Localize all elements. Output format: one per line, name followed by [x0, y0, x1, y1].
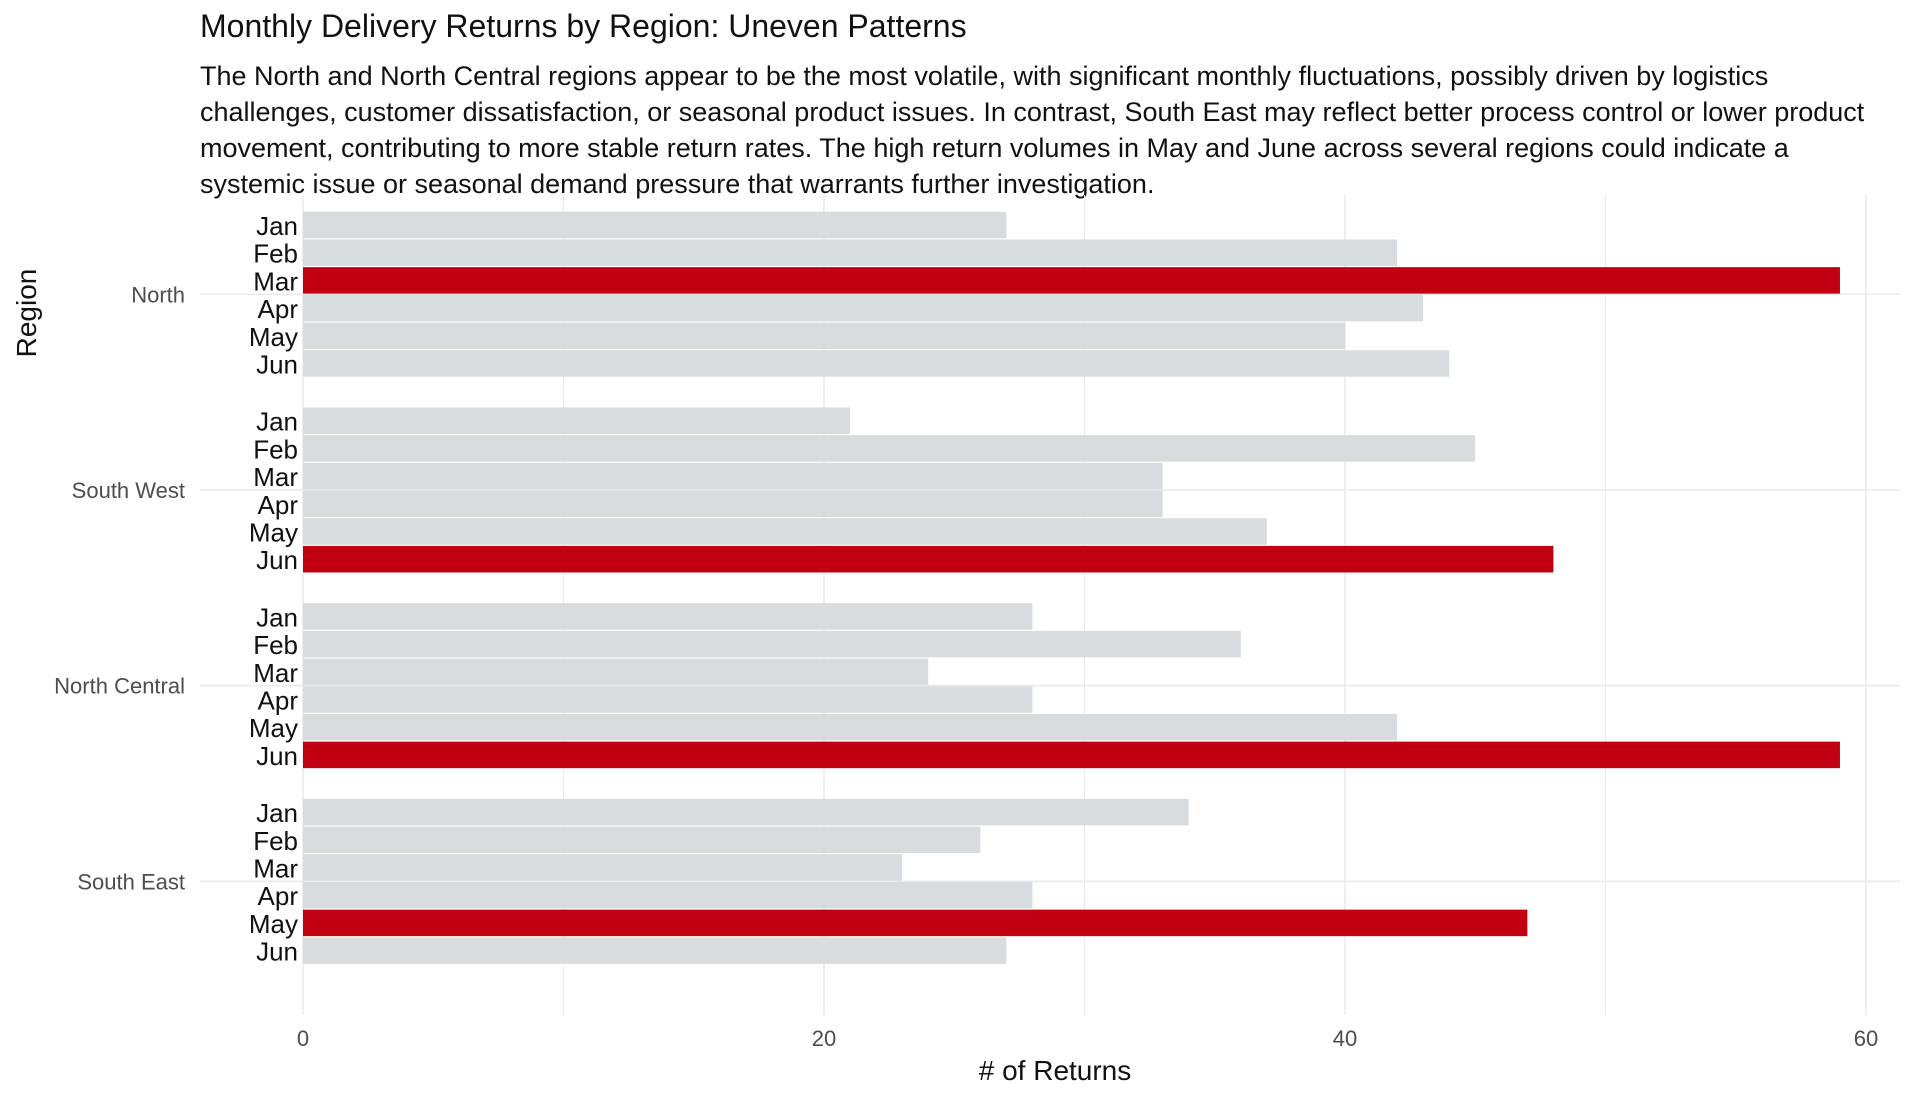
x-axis-title: # of Returns [979, 1055, 1132, 1086]
bar-north-central-may [303, 713, 1398, 741]
region-label: North [131, 282, 185, 307]
month-label: Jun [256, 350, 298, 380]
month-label: Jun [256, 937, 298, 967]
bar-north-central-apr [303, 686, 1033, 713]
month-label: Mar [253, 266, 298, 296]
x-tick-label: 40 [1333, 1026, 1357, 1051]
bar-south-west-jun [303, 545, 1554, 573]
bar-north-central-feb [303, 630, 1241, 658]
month-label: Jan [256, 602, 298, 632]
region-label: South West [72, 478, 185, 503]
bar-south-east-feb [303, 826, 981, 854]
bar-north-may [303, 322, 1345, 350]
axis-labels: JanFebMarAprMayJunNorthJanFebMarAprMayJu… [54, 211, 1878, 1051]
bar-series [303, 211, 1840, 964]
month-label: May [249, 713, 298, 743]
region-label: North Central [54, 674, 185, 699]
bar-north-central-jun [303, 741, 1840, 769]
bar-south-east-mar [303, 854, 903, 881]
bar-south-east-jun [303, 937, 1007, 964]
x-tick-label: 0 [297, 1026, 309, 1051]
month-label: Feb [253, 630, 298, 660]
month-label: Mar [253, 658, 298, 688]
month-label: May [249, 909, 298, 939]
bar-north-central-mar [303, 658, 929, 686]
month-label: Feb [253, 434, 298, 464]
month-label: Jan [256, 798, 298, 828]
chart-subtitle: The North and North Central regions appe… [200, 61, 1865, 199]
month-label: Feb [253, 826, 298, 856]
region-label: South East [77, 869, 185, 894]
month-label: Apr [258, 881, 299, 911]
bar-south-west-jan [303, 407, 851, 434]
chart-title: Monthly Delivery Returns by Region: Unev… [200, 8, 967, 44]
month-label: May [249, 518, 298, 548]
month-label: May [249, 322, 298, 352]
bar-south-west-feb [303, 435, 1476, 462]
bar-north-jan [303, 211, 1007, 239]
month-label: Apr [258, 686, 299, 716]
month-label: Mar [253, 462, 298, 492]
y-axis-title: Region [11, 269, 42, 358]
month-label: Mar [253, 854, 298, 884]
bar-south-west-mar [303, 462, 1163, 490]
bar-north-feb [303, 239, 1398, 266]
bar-south-east-jan [303, 798, 1189, 826]
bar-north-jun [303, 350, 1450, 377]
month-label: Jun [256, 545, 298, 575]
bar-south-east-apr [303, 881, 1033, 909]
month-label: Jan [256, 407, 298, 437]
month-label: Apr [258, 490, 299, 520]
bar-north-apr [303, 294, 1424, 322]
bar-south-east-may [303, 909, 1528, 937]
bar-north-mar [303, 267, 1840, 294]
bar-south-west-apr [303, 490, 1163, 518]
bar-south-west-may [303, 518, 1267, 545]
month-label: Jan [256, 211, 298, 241]
month-label: Jun [256, 741, 298, 771]
x-tick-label: 20 [812, 1026, 836, 1051]
month-label: Apr [258, 294, 299, 324]
x-tick-label: 60 [1854, 1026, 1878, 1051]
bar-north-central-jan [303, 603, 1033, 630]
month-label: Feb [253, 239, 298, 269]
